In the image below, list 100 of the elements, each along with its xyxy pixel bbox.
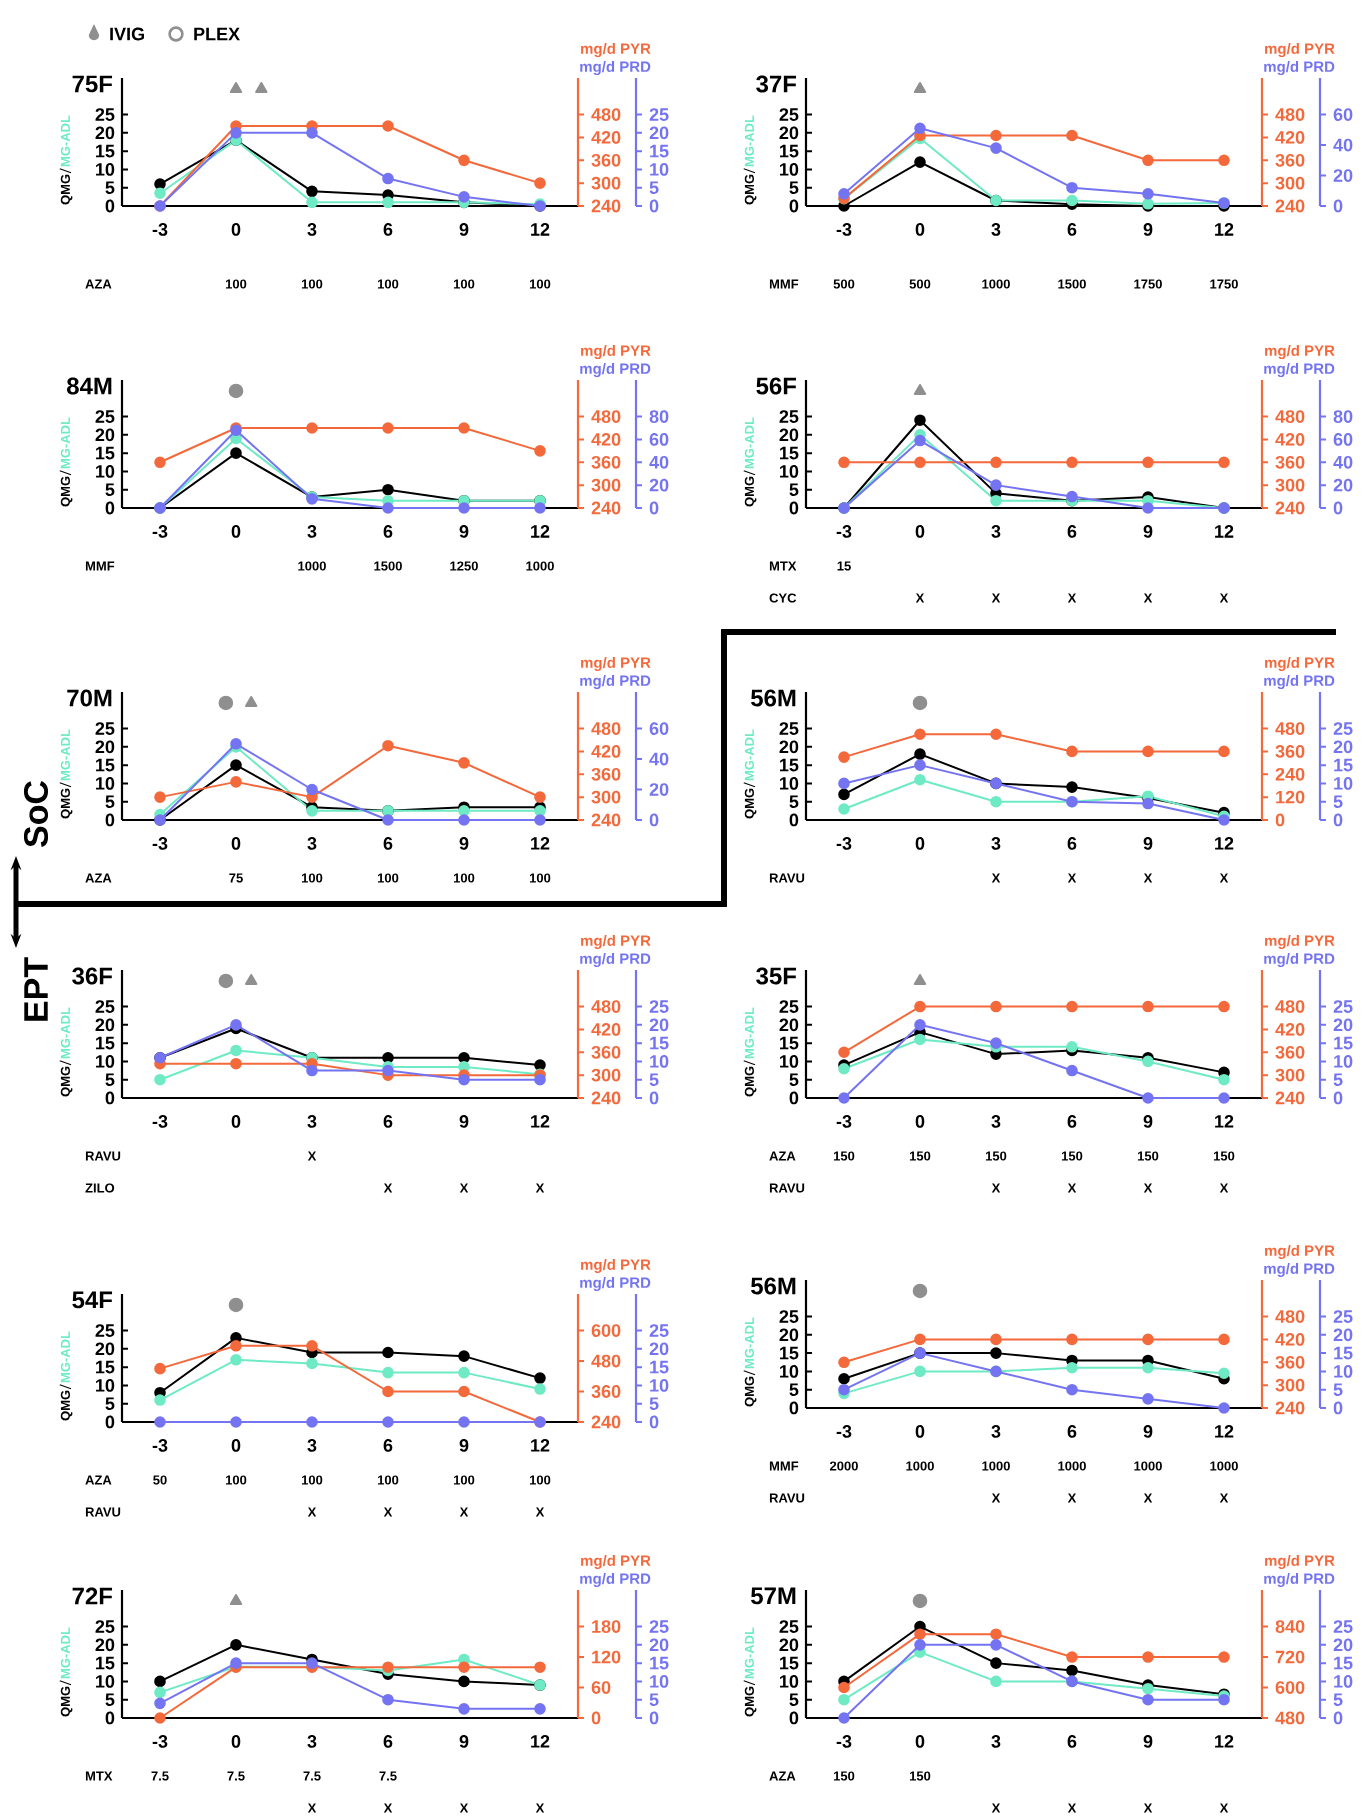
y2-tick-label: 240: [591, 1415, 621, 1429]
chart-title: 56M: [750, 1277, 796, 1295]
y-tick-label: 0: [105, 1091, 115, 1105]
x-tick-label: 12: [531, 525, 550, 538]
x-tick-label: 6: [383, 837, 393, 850]
x-tick-label: 9: [1143, 223, 1153, 236]
text: EPT: [24, 957, 48, 1021]
y-tick-label: 15: [780, 144, 799, 158]
y-tick-label: 0: [789, 501, 799, 515]
y2-tick-label: 420: [591, 745, 621, 758]
y-tick-label: 20: [779, 1018, 799, 1032]
y2-tick-label: 300: [1275, 1068, 1305, 1082]
y-tick-label: 0: [105, 501, 115, 515]
x-tick-label: 3: [991, 1115, 1001, 1128]
y2-tick-label: 480: [1275, 1000, 1305, 1013]
x-tick-label: 6: [1067, 525, 1077, 538]
x-tick-label: -3: [836, 1115, 852, 1128]
x-tick-label: -3: [152, 837, 168, 850]
text: IVIG: [110, 27, 144, 41]
y-tick-label: 10: [96, 465, 115, 478]
x-tick-label: 9: [459, 1735, 469, 1748]
y-tick-label: 0: [789, 1401, 799, 1415]
y2-tick-label: 300: [1275, 478, 1305, 492]
y-tick-label: 15: [780, 1036, 799, 1050]
x-tick-label: 6: [383, 1115, 393, 1128]
y3-tick-label: 60: [1333, 108, 1353, 121]
x-tick-label: 9: [1143, 1735, 1153, 1748]
x-tick-label: 6: [1067, 1115, 1077, 1128]
y-tick-label: 20: [95, 126, 115, 140]
y-tick-label: 25: [779, 1310, 799, 1323]
chart-title: 70M: [67, 689, 112, 707]
y-tick-label: 0: [789, 199, 799, 213]
y-tick-label: 10: [780, 777, 799, 790]
y2-tick-label: 480: [1275, 108, 1305, 121]
x-tick-label: -3: [836, 223, 852, 236]
y2-tick-label: 360: [591, 767, 621, 781]
x-tick-label: 12: [1215, 1425, 1234, 1438]
x-tick-label: 0: [915, 1735, 925, 1748]
y2-tick-label: 240: [591, 501, 621, 515]
x-tick-label: -3: [152, 525, 168, 538]
y-tick-label: 20: [95, 1018, 115, 1032]
y2-tick-label: 300: [1275, 176, 1305, 190]
x-tick-label: -3: [152, 1115, 168, 1128]
y-tick-label: 15: [1334, 1656, 1353, 1670]
chart-title: 84M: [67, 377, 112, 395]
y2-tick-label: 600: [1275, 1681, 1305, 1694]
y2-tick-label: 360: [591, 1385, 621, 1398]
chart-title: 72F: [72, 1587, 113, 1605]
y-tick-label: 0: [789, 813, 799, 827]
y-tick-label: 5: [649, 1693, 659, 1706]
x-tick-label: 0: [231, 837, 241, 850]
y-tick-label: 5: [105, 483, 115, 496]
x-tick-label: 9: [1143, 525, 1153, 538]
y2-tick-label: 360: [1275, 745, 1305, 758]
y-tick-label: 10: [96, 777, 115, 790]
y2-tick-label: 60: [591, 1681, 611, 1694]
y-tick-label: 25: [1333, 1620, 1353, 1633]
x-tick-label: 6: [1067, 1425, 1077, 1438]
y3-tick-label: 40: [1333, 138, 1353, 152]
x-tick-label: 0: [231, 1735, 241, 1748]
chart-title: 56M: [750, 689, 796, 707]
y2-tick-label: 240: [1275, 1091, 1305, 1105]
y-tick-label: 10: [780, 1055, 799, 1068]
y2-tick-label: 420: [1275, 1023, 1305, 1036]
y-tick-label: 5: [649, 1397, 659, 1410]
chart-title: 54F: [72, 1291, 113, 1309]
y2-tick-label: 300: [1275, 1378, 1305, 1392]
y-tick-label: 20: [1333, 1638, 1353, 1652]
chart-title: 35F: [756, 967, 797, 985]
y-tick-label: 15: [650, 1656, 669, 1670]
y2-tick-label: 120: [1276, 790, 1305, 804]
y2-tick-label: 240: [1275, 767, 1305, 781]
y-tick-label: 25: [779, 410, 799, 423]
x-tick-label: 3: [991, 223, 1001, 236]
y3-tick-label: 60: [1333, 433, 1353, 446]
y2-tick-label: 360: [1275, 153, 1305, 167]
x-tick-label: 6: [383, 1439, 393, 1452]
y-tick-label: 0: [105, 199, 115, 213]
y2-tick-label: 300: [591, 790, 621, 804]
y-tick-label: 5: [789, 483, 799, 496]
x-tick-label: 0: [231, 1439, 241, 1452]
y-tick-label: 5: [789, 795, 799, 808]
y2-tick-label: 180: [592, 1620, 621, 1633]
x-tick-label: 3: [991, 837, 1001, 850]
x-tick-label: -3: [836, 525, 852, 538]
x-tick-label: 0: [915, 837, 925, 850]
y2-tick-label: 240: [591, 199, 621, 213]
y-tick-label: 25: [779, 722, 799, 735]
x-tick-label: -3: [152, 223, 168, 236]
y2-tick-label: 480: [591, 410, 621, 423]
y3-tick-label: 80: [1333, 410, 1353, 423]
x-tick-label: 3: [307, 1439, 317, 1452]
y2-tick-label: 240: [591, 1091, 621, 1105]
y-tick-label: 10: [96, 1055, 115, 1068]
y-tick-label: 25: [649, 1620, 669, 1633]
y-tick-label: 25: [649, 1324, 669, 1337]
y2-tick-label: 300: [591, 478, 621, 492]
x-tick-label: -3: [152, 1735, 168, 1748]
x-tick-label: 0: [915, 525, 925, 538]
y2-tick-label: 420: [1275, 433, 1305, 446]
